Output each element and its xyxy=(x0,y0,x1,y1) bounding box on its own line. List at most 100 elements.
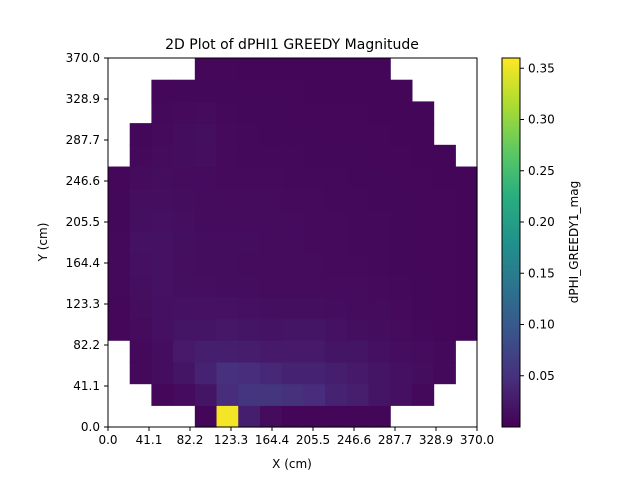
heatmap-cell xyxy=(411,144,435,168)
heatmap-cell xyxy=(325,361,348,385)
heatmap-cell xyxy=(259,209,283,233)
x-tick-label: 123.3 xyxy=(214,433,248,447)
heatmap-cell xyxy=(151,79,174,103)
x-tick-label: 164.4 xyxy=(255,433,289,447)
heatmap-cell xyxy=(216,209,239,233)
heatmap-cell xyxy=(390,79,413,103)
heatmap-cell xyxy=(390,275,413,298)
heatmap-cell xyxy=(411,296,435,320)
heatmap-cell xyxy=(368,340,391,363)
heatmap-cell xyxy=(368,144,391,168)
heatmap-cell xyxy=(129,253,153,276)
heatmap-cell xyxy=(368,383,391,406)
heatmap-cell xyxy=(238,318,261,341)
colorbar-tick-label: 0.15 xyxy=(528,266,555,280)
heatmap-cell xyxy=(346,405,370,428)
heatmap-cell xyxy=(194,101,218,124)
heatmap-cell xyxy=(303,340,326,363)
heatmap-cell xyxy=(390,361,413,385)
heatmap-cell xyxy=(346,361,370,385)
heatmap-cell xyxy=(173,318,196,341)
heatmap-cell xyxy=(216,144,239,168)
heatmap-cell xyxy=(281,275,304,298)
heatmap-cell xyxy=(368,166,391,189)
heatmap-cell xyxy=(194,405,218,428)
heatmap-cell xyxy=(325,231,348,254)
heatmap-cell xyxy=(390,209,413,233)
heatmap-cell xyxy=(325,275,348,298)
heatmap-cell xyxy=(194,296,218,320)
heatmap-cell xyxy=(433,340,456,363)
heatmap-cell xyxy=(325,318,348,341)
heatmap-cell xyxy=(173,166,196,189)
heatmap-cell xyxy=(129,123,153,146)
heatmap-cell xyxy=(108,166,131,189)
heatmap-cell xyxy=(303,383,326,406)
x-tick-label: 82.2 xyxy=(177,433,204,447)
heatmap-cell xyxy=(325,79,348,103)
heatmap-cell xyxy=(281,101,304,124)
heatmap-cell xyxy=(303,275,326,298)
heatmap-cell xyxy=(303,209,326,233)
heatmap-cell xyxy=(173,79,196,103)
heatmap-cell xyxy=(281,144,304,168)
heatmap-cell xyxy=(108,209,131,233)
heatmap-cell xyxy=(151,144,174,168)
heatmap-cell xyxy=(216,123,239,146)
heatmap-cell xyxy=(281,58,304,81)
heatmap-cell xyxy=(108,253,131,276)
heatmap-cell xyxy=(346,79,370,103)
heatmap-cell xyxy=(173,144,196,168)
heatmap-cell xyxy=(368,253,391,276)
heatmap-cell xyxy=(238,340,261,363)
heatmap-cell xyxy=(259,79,283,103)
heatmap-cell xyxy=(368,405,391,428)
colorbar-label: dPHI_GREEDY1_mag xyxy=(567,181,581,303)
heatmap-cell xyxy=(303,58,326,81)
heatmap-cell xyxy=(390,188,413,211)
heatmap-cell xyxy=(129,209,153,233)
heatmap-cell xyxy=(346,123,370,146)
heatmap-cell xyxy=(259,166,283,189)
y-tick-label: 41.1 xyxy=(73,379,100,393)
heatmap-cell xyxy=(129,361,153,385)
heatmap-cell xyxy=(194,231,218,254)
heatmap-cell xyxy=(325,209,348,233)
heatmap-cell xyxy=(455,188,478,211)
heatmap-cell xyxy=(151,209,174,233)
heatmap-cell xyxy=(259,383,283,406)
colorbar-tick-label: 0.30 xyxy=(528,113,555,127)
heatmap-cell xyxy=(216,405,239,428)
heatmap-cell xyxy=(216,275,239,298)
heatmap-cell xyxy=(259,123,283,146)
heatmap-cell xyxy=(151,123,174,146)
x-tick-label: 370.0 xyxy=(460,433,494,447)
heatmap-cell xyxy=(281,188,304,211)
heatmap-cell xyxy=(194,361,218,385)
y-tick-label: 164.4 xyxy=(66,256,100,270)
x-tick-label: 41.1 xyxy=(136,433,163,447)
heatmap-cell xyxy=(129,275,153,298)
heatmap-cell xyxy=(238,123,261,146)
heatmap-cell xyxy=(173,275,196,298)
heatmap-cell xyxy=(390,166,413,189)
heatmap-cell xyxy=(346,188,370,211)
chart-title: 2D Plot of dPHI1 GREEDY Magnitude xyxy=(165,37,419,53)
heatmap-cell xyxy=(411,166,435,189)
y-tick-label: 0.0 xyxy=(81,420,100,434)
heatmap-cell xyxy=(433,296,456,320)
heatmap-cell xyxy=(238,405,261,428)
heatmap-cell xyxy=(368,58,391,81)
heatmap-cell xyxy=(281,231,304,254)
heatmap-cell xyxy=(411,253,435,276)
x-tick-label: 205.5 xyxy=(296,433,330,447)
colorbar xyxy=(501,57,521,428)
heatmap-cell xyxy=(411,340,435,363)
heatmap-cell xyxy=(151,166,174,189)
heatmap-cell xyxy=(303,101,326,124)
heatmap-cell xyxy=(238,296,261,320)
heatmap-cell xyxy=(455,275,478,298)
heatmap-cell xyxy=(325,253,348,276)
heatmap-cell xyxy=(216,231,239,254)
